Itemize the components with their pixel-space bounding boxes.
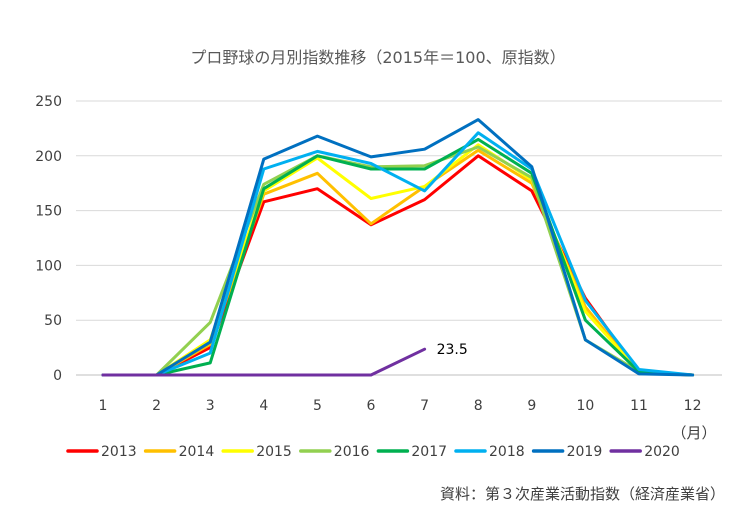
legend-item-2018: 2018 (454, 444, 525, 460)
legend-item-2016: 2016 (299, 444, 370, 460)
x-tick-label: 3 (206, 398, 215, 414)
legend-label: 2017 (411, 444, 447, 460)
legend-label: 2016 (334, 444, 370, 460)
data-labels: 23.5 (437, 342, 468, 358)
y-tick-label: 200 (35, 149, 62, 165)
legend-label: 2019 (567, 444, 603, 460)
chart-title: プロ野球の月別指数推移（2015年＝100、原指数） (190, 48, 565, 67)
series-line-2017 (101, 137, 695, 377)
x-tick-label: 2 (152, 398, 161, 414)
legend-label: 2013 (101, 444, 137, 460)
series-line-2018 (101, 131, 695, 377)
y-tick-label: 50 (44, 313, 62, 329)
series-line-2016 (101, 145, 695, 377)
y-axis-ticks: 0 50 100 150 200 250 (35, 94, 62, 384)
series-line-2014 (101, 148, 695, 377)
series-line-2015 (101, 143, 695, 377)
x-tick-label: 11 (630, 398, 648, 414)
y-tick-label: 150 (35, 204, 62, 220)
series-line-2020 (101, 347, 427, 377)
x-axis-ticks: 1 2 3 4 5 6 7 8 9 10 11 12 (99, 398, 702, 414)
legend-item-2015: 2015 (221, 444, 292, 460)
x-tick-label: 7 (420, 398, 429, 414)
legend-item-2020: 2020 (609, 444, 680, 460)
series-lines (101, 118, 695, 377)
legend-label: 2015 (256, 444, 292, 460)
legend: 2013 2014 2015 2016 2017 2018 2019 2020 (66, 444, 680, 460)
legend-label: 2020 (644, 444, 680, 460)
y-tick-label: 0 (53, 368, 62, 384)
x-tick-label: 4 (259, 398, 268, 414)
x-tick-label: 9 (527, 398, 536, 414)
legend-item-2017: 2017 (376, 444, 447, 460)
x-tick-label: 5 (313, 398, 322, 414)
y-tick-label: 250 (35, 94, 62, 110)
legend-item-2019: 2019 (531, 444, 603, 460)
legend-label: 2014 (179, 444, 215, 460)
legend-item-2013: 2013 (66, 444, 137, 460)
x-tick-label: 12 (684, 398, 702, 414)
x-tick-label: 6 (367, 398, 376, 414)
x-tick-label: 1 (99, 398, 108, 414)
x-tick-label: 8 (474, 398, 483, 414)
legend-item-2014: 2014 (143, 444, 215, 460)
x-tick-label: 10 (576, 398, 594, 414)
data-label-2020: 23.5 (437, 342, 468, 358)
legend-label: 2018 (489, 444, 525, 460)
y-tick-label: 100 (35, 258, 62, 274)
grid (76, 100, 722, 376)
x-unit-label: （月） (671, 424, 716, 442)
source-note: 資料：第３次産業活動指数（経済産業省） (440, 485, 725, 503)
series-line-2019 (101, 118, 695, 377)
